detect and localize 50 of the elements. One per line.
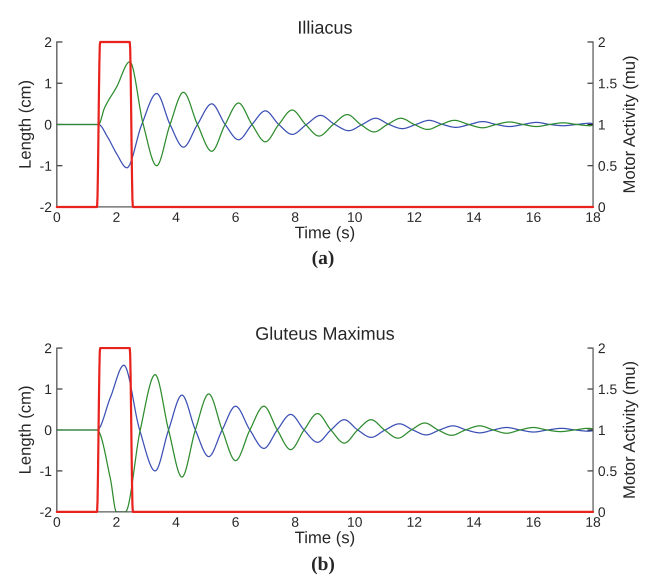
y2-tick-label: 0.5 <box>598 466 617 476</box>
y2-tick-label: 1.5 <box>598 78 617 88</box>
y-axis-title: Length (cm) <box>18 386 34 474</box>
x-tick-label: 12 <box>408 517 422 527</box>
y-tick-label: -2 <box>40 507 52 517</box>
y-tick-label: -2 <box>40 202 52 212</box>
x-tick-label: 16 <box>526 212 541 222</box>
x-tick-label: 6 <box>232 212 239 222</box>
chart-title: Illiacus <box>299 20 352 34</box>
x-tick-label: 18 <box>586 212 600 222</box>
text: (a) <box>312 250 334 268</box>
y2-tick-label: 0.5 <box>598 161 617 171</box>
x-tick-label: 2 <box>113 517 120 527</box>
y-tick-label: 1 <box>45 78 52 88</box>
y2-axis-title: Motor Activity (mu) <box>622 56 638 192</box>
y-tick-label: -1 <box>40 161 52 171</box>
y2-tick-label: 1 <box>598 425 605 435</box>
y-tick-label: 2 <box>44 343 52 354</box>
x-tick-label: 14 <box>467 212 482 222</box>
chart-title: Gluteus Maximus <box>256 326 394 340</box>
y-axis-title: Length (cm) <box>18 81 34 168</box>
y2-tick-label: 2 <box>598 37 605 48</box>
x-tick-label: 4 <box>172 212 180 222</box>
x-axis-title: Time (s) <box>295 531 354 547</box>
x-tick-label: 16 <box>526 517 541 527</box>
y-tick-label: 0 <box>44 120 52 130</box>
y2-tick-label: 1.5 <box>598 384 617 394</box>
x-tick-label: 8 <box>292 517 298 527</box>
y2-tick-label: 2 <box>598 343 605 354</box>
x-tick-label: 4 <box>172 517 180 527</box>
y-tick-label: -1 <box>40 466 52 476</box>
y-tick-label: 0 <box>44 425 52 436</box>
x-axis-title: Time (s) <box>295 226 354 242</box>
x-tick-label: 0 <box>54 212 60 222</box>
y2-tick-label: 0 <box>598 507 606 518</box>
x-tick-label: 10 <box>348 517 362 527</box>
y-tick-label: 2 <box>44 37 52 48</box>
x-tick-label: 8 <box>292 212 298 222</box>
y2-tick-label: 0 <box>598 202 606 212</box>
x-tick-label: 14 <box>467 517 482 527</box>
x-tick-label: 18 <box>586 517 600 527</box>
y2-tick-label: 1 <box>598 120 605 130</box>
text: (b) <box>312 556 334 574</box>
x-tick-label: 6 <box>232 517 239 527</box>
y-tick-label: 1 <box>45 384 52 394</box>
y2-axis-title: Motor Activity (mu) <box>622 362 638 498</box>
x-tick-label: 0 <box>54 517 60 527</box>
x-tick-label: 2 <box>113 212 120 222</box>
x-tick-label: 12 <box>408 212 422 222</box>
x-tick-label: 10 <box>348 212 362 222</box>
